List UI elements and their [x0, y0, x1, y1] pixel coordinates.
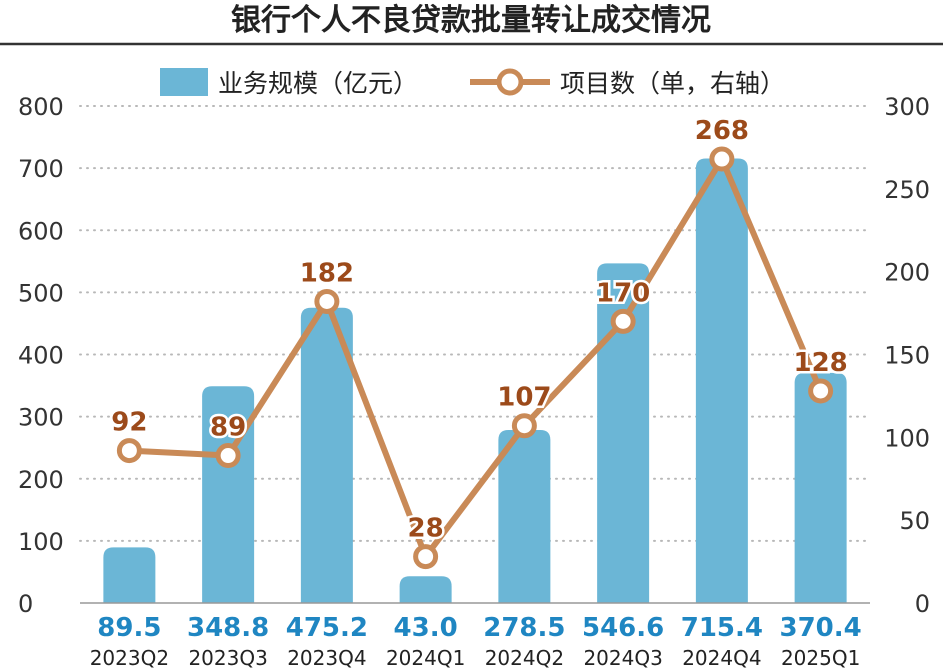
- category-label: 2025Q1: [781, 646, 860, 670]
- line-value-label: 182: [300, 258, 354, 288]
- bar-value-label: 475.2: [286, 613, 368, 643]
- bar-2023Q2: [103, 547, 156, 603]
- line-value-label: 128: [793, 348, 847, 378]
- line-value-label: 268: [695, 116, 749, 146]
- y-left-tick-label: 0: [18, 590, 33, 618]
- bar-2024Q4: [695, 158, 748, 604]
- line-point-2024Q1: [413, 544, 439, 570]
- y-right-tick-label: 100: [884, 424, 930, 452]
- line-point-2025Q1: [808, 378, 834, 404]
- bar-value-label: 546.6: [582, 613, 664, 643]
- y-right-tick-label: 50: [899, 507, 930, 535]
- bar-value-label: 43.0: [394, 613, 458, 643]
- line-value-label: 107: [497, 383, 551, 413]
- legend-line-label: 项目数（单，右轴）: [560, 69, 785, 98]
- line-point-2024Q2: [511, 413, 537, 439]
- category-label: 2024Q4: [682, 646, 761, 670]
- category-label: 2024Q1: [386, 646, 465, 670]
- chart-title: 银行个人不良贷款批量转让成交情况: [231, 3, 711, 38]
- y-left-tick-label: 400: [18, 342, 64, 370]
- bar-2025Q1: [794, 372, 847, 603]
- y-left-tick-label: 200: [18, 466, 64, 494]
- legend-line-marker: [496, 68, 524, 96]
- bar-value-label: 89.5: [97, 613, 161, 643]
- bars: [103, 158, 847, 604]
- line-point-2024Q3: [610, 308, 636, 334]
- y-right-tick-label: 150: [884, 342, 930, 370]
- bar-2023Q4: [300, 307, 353, 603]
- category-label: 2024Q3: [583, 646, 662, 670]
- legend-bar-swatch: [160, 68, 208, 96]
- bar-2024Q1: [399, 576, 452, 603]
- y-left-tick-label: 100: [18, 528, 64, 556]
- line-labels: 92 89 182 28 107 170 268 128: [109, 114, 850, 547]
- line-value-label: 89: [210, 413, 246, 443]
- category-label: 2024Q2: [485, 646, 564, 670]
- line-point-2023Q3: [215, 443, 241, 469]
- y-right-tick-label: 250: [884, 176, 930, 204]
- bar-value-labels: 89.5 348.8 475.2 43.0 278.5 546.6 715.4 370.4: [97, 613, 861, 643]
- bar-2024Q3: [597, 263, 650, 603]
- bar-value-label: 715.4: [681, 613, 763, 643]
- y-left-tick-label: 700: [18, 155, 64, 183]
- y-right-axis: 0 50 100 150 200 250 300: [884, 93, 930, 618]
- line-value-label: 28: [408, 514, 444, 544]
- bar-value-label: 278.5: [483, 613, 565, 643]
- y-right-tick-label: 0: [915, 590, 930, 618]
- y-left-axis: 0 100 200 300 400 500 600 700 800: [18, 93, 64, 618]
- line-value-label: 170: [596, 278, 650, 308]
- legend: 业务规模（亿元） 项目数（单，右轴）: [160, 68, 785, 98]
- bar-value-label: 348.8: [187, 613, 269, 643]
- y-left-tick-label: 300: [18, 404, 64, 432]
- y-left-tick-label: 800: [18, 93, 64, 121]
- line-series: [116, 146, 834, 570]
- grid: [79, 105, 871, 542]
- line-value-label: 92: [111, 408, 147, 438]
- y-right-tick-label: 200: [884, 259, 930, 287]
- legend-bar-label: 业务规模（亿元）: [218, 69, 418, 98]
- line-point-2023Q2: [116, 438, 142, 464]
- line-point-2024Q4: [709, 146, 735, 172]
- bar-2024Q2: [498, 429, 551, 603]
- category-label: 2023Q2: [90, 646, 169, 670]
- category-label: 2023Q3: [188, 646, 267, 670]
- y-right-tick-label: 300: [884, 93, 930, 121]
- line-point-2023Q4: [314, 288, 340, 314]
- line-path: [126, 156, 824, 560]
- y-left-tick-label: 600: [18, 217, 64, 245]
- category-label: 2023Q4: [287, 646, 366, 670]
- y-left-tick-label: 500: [18, 279, 64, 307]
- bar-value-label: 370.4: [780, 613, 862, 643]
- category-labels: 2023Q2 2023Q3 2023Q4 2024Q1 2024Q2 2024Q3 2024…: [90, 646, 861, 670]
